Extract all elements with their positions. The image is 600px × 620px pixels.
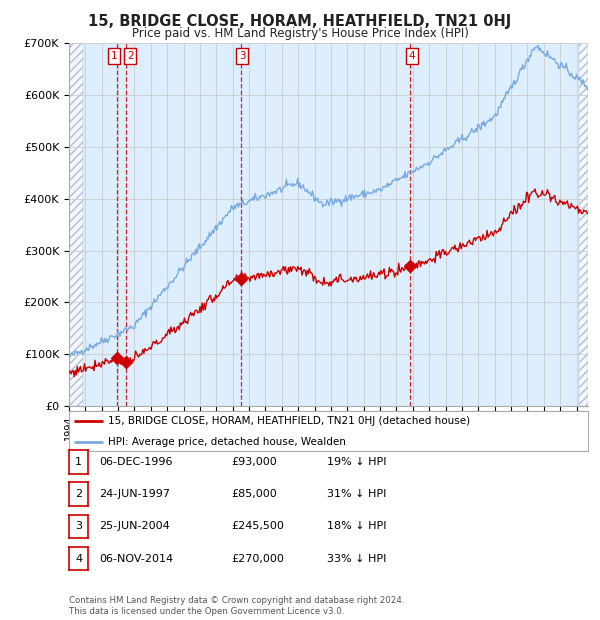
Text: 1: 1 [111, 51, 118, 61]
Text: 3: 3 [239, 51, 245, 61]
Bar [580, 43, 588, 406]
Text: 18% ↓ HPI: 18% ↓ HPI [327, 521, 386, 531]
Text: 1: 1 [75, 457, 82, 467]
Text: £85,000: £85,000 [231, 489, 277, 499]
Text: 31% ↓ HPI: 31% ↓ HPI [327, 489, 386, 499]
Text: 19% ↓ HPI: 19% ↓ HPI [327, 457, 386, 467]
Text: 4: 4 [409, 51, 415, 61]
Bar [69, 43, 83, 406]
Text: 24-JUN-1997: 24-JUN-1997 [99, 489, 170, 499]
Text: 06-NOV-2014: 06-NOV-2014 [99, 554, 173, 564]
Text: 25-JUN-2004: 25-JUN-2004 [99, 521, 170, 531]
Text: 33% ↓ HPI: 33% ↓ HPI [327, 554, 386, 564]
Text: 15, BRIDGE CLOSE, HORAM, HEATHFIELD, TN21 0HJ (detached house): 15, BRIDGE CLOSE, HORAM, HEATHFIELD, TN2… [108, 416, 470, 426]
Text: 4: 4 [75, 554, 82, 564]
Text: 2: 2 [127, 51, 133, 61]
Text: 3: 3 [75, 521, 82, 531]
Text: £93,000: £93,000 [231, 457, 277, 467]
Text: 15, BRIDGE CLOSE, HORAM, HEATHFIELD, TN21 0HJ: 15, BRIDGE CLOSE, HORAM, HEATHFIELD, TN2… [88, 14, 512, 29]
Bar [580, 43, 588, 406]
Text: £270,000: £270,000 [231, 554, 284, 564]
Bar [69, 43, 83, 406]
Text: HPI: Average price, detached house, Wealden: HPI: Average price, detached house, Weal… [108, 438, 346, 448]
Text: 06-DEC-1996: 06-DEC-1996 [99, 457, 173, 467]
Text: Contains HM Land Registry data © Crown copyright and database right 2024.
This d: Contains HM Land Registry data © Crown c… [69, 596, 404, 616]
Text: £245,500: £245,500 [231, 521, 284, 531]
Text: Price paid vs. HM Land Registry's House Price Index (HPI): Price paid vs. HM Land Registry's House … [131, 27, 469, 40]
Text: 2: 2 [75, 489, 82, 499]
